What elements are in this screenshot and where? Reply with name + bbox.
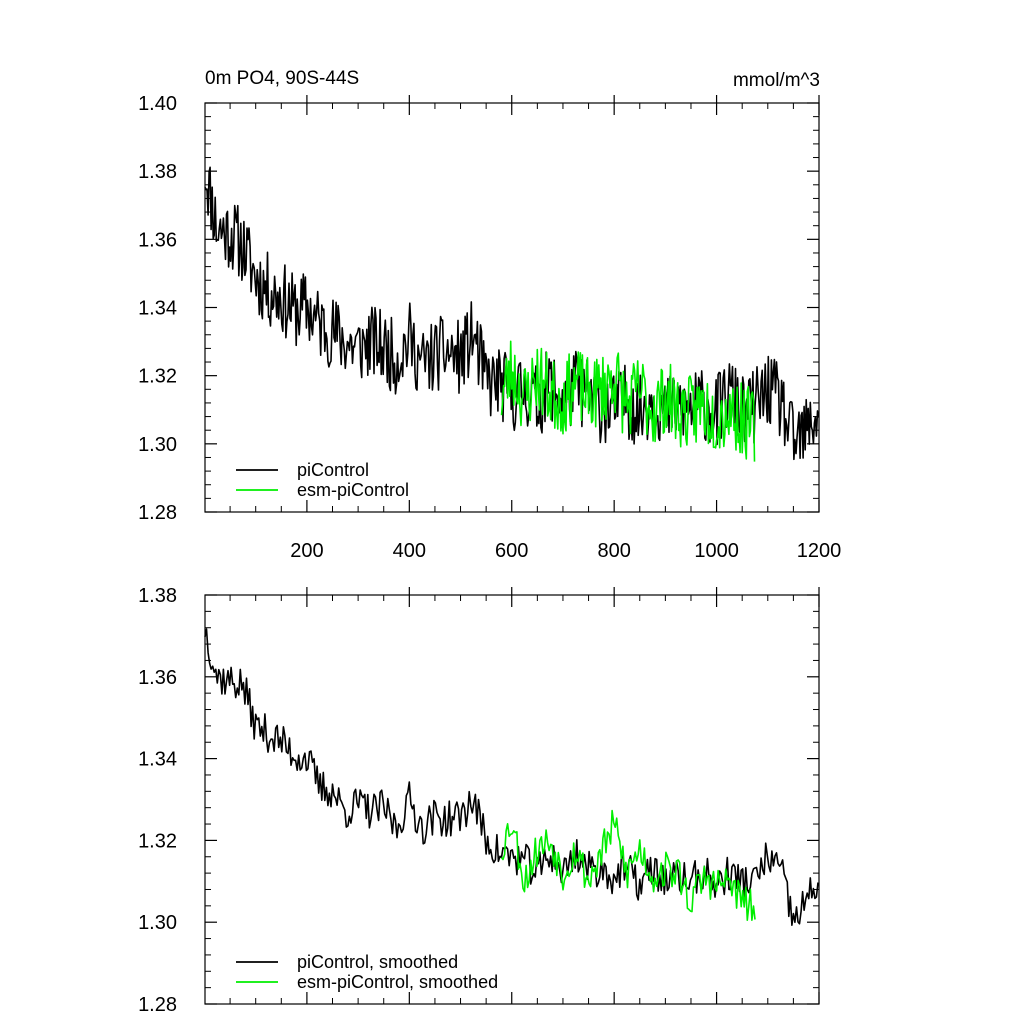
bottom-series-layer: [204, 628, 819, 927]
y-tick-label: 1.40: [138, 93, 177, 115]
y-tick-label: 1.32: [138, 830, 177, 852]
legend-label: esm-piControl, smoothed: [297, 972, 498, 992]
y-tick-label: 1.36: [138, 667, 177, 689]
x-tick-label: 600: [495, 540, 528, 562]
y-tick-label: 1.38: [138, 161, 177, 183]
y-tick-label: 1.32: [138, 366, 177, 388]
x-tick-label: 1000: [694, 540, 739, 562]
y-tick-label: 1.38: [138, 585, 177, 607]
y-tick-label: 1.36: [138, 229, 177, 251]
legend-label: piControl: [297, 460, 369, 480]
series-line-esm-picontrol-smoothed: [500, 809, 756, 922]
x-tick-label: 400: [393, 540, 426, 562]
bottom-panel: 1.28 1.30 1.32 1.34 1.36 1.38 piControl, smoo…: [138, 585, 820, 1016]
y-tick-label: 1.28: [138, 994, 177, 1016]
top-panel-title: 0m PO4, 90S-44S: [205, 68, 359, 89]
top-panel-units: mmol/m^3: [733, 70, 820, 91]
legend-label: piControl, smoothed: [297, 952, 458, 972]
top-panel: 0m PO4, 90S-44S mmol/m^3 1.28 1.30 1.32 1.3…: [138, 68, 841, 562]
y-tick-label: 1.28: [138, 502, 177, 524]
y-tick-label: 1.30: [138, 434, 177, 456]
y-tick-label: 1.34: [138, 749, 177, 771]
y-tick-label: 1.34: [138, 298, 177, 320]
top-axis-layer: 1.28 1.30 1.32 1.34 1.36 1.38 1.40 200 400 600 800…: [138, 93, 841, 562]
series-line-picontrol: [204, 166, 820, 461]
legend-label: esm-piControl: [297, 480, 409, 500]
series-line-esm-picontrol: [500, 340, 756, 462]
x-tick-label: 200: [290, 540, 323, 562]
x-tick-label: 1200: [797, 540, 842, 562]
bottom-axis-layer: 1.28 1.30 1.32 1.34 1.36 1.38: [138, 585, 820, 1016]
y-tick-label: 1.30: [138, 912, 177, 934]
x-tick-label: 800: [597, 540, 630, 562]
top-series-layer: [204, 166, 820, 462]
